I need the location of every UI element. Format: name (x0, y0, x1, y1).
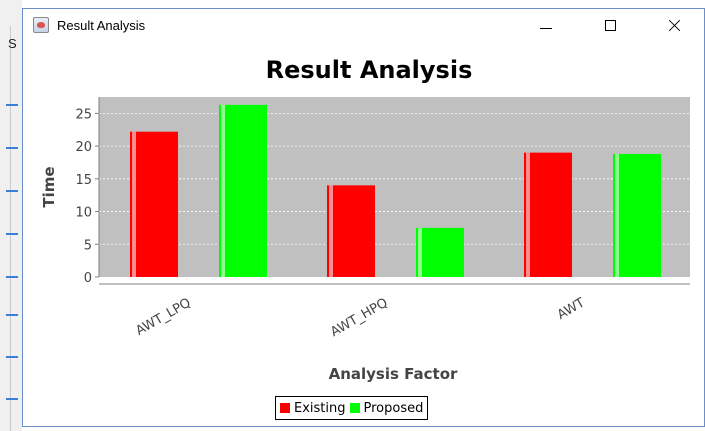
legend-swatch-proposed (349, 403, 360, 413)
background-text: S (8, 36, 17, 51)
y-axis-label: Time (40, 166, 58, 207)
plot-area (99, 97, 690, 277)
bar-highlight (526, 152, 530, 277)
legend: Existing Proposed (275, 396, 429, 420)
x-tick-label: AWT_HPQ (328, 295, 390, 340)
bar-chart: Result Analysis 0 5 10 15 20 25 AWT_LPQ AWT_HP… (40, 56, 690, 383)
bar-proposed-awt_hpq (416, 227, 464, 277)
minimize-button[interactable] (523, 9, 569, 41)
x-tick-label: AWT (555, 295, 588, 323)
background-application: S (0, 0, 22, 431)
y-tick-label: 5 (84, 238, 92, 253)
legend-item-proposed: Proposed (349, 400, 424, 416)
title-bar[interactable]: Result Analysis (23, 9, 704, 41)
bar-existing-awt (524, 152, 572, 277)
bar-proposed-awt (613, 153, 661, 277)
y-axis-ticks: 0 5 10 15 20 25 (75, 107, 99, 286)
background-marker (6, 398, 18, 400)
legend-swatch-existing (280, 403, 290, 413)
background-marker (6, 314, 18, 316)
y-tick-label: 10 (75, 206, 92, 221)
bar-existing-awt_lpq (130, 131, 178, 277)
y-tick-label: 15 (75, 173, 92, 188)
legend-label-existing: Existing (294, 400, 346, 416)
chart-title: Result Analysis (266, 56, 473, 84)
background-marker (6, 276, 18, 278)
background-marker (6, 356, 18, 358)
background-divider (10, 26, 11, 431)
legend-label-proposed: Proposed (363, 400, 424, 416)
bar-existing-awt_hpq (327, 185, 375, 277)
background-marker (6, 233, 18, 235)
y-tick-label: 25 (75, 107, 92, 122)
maximize-button[interactable] (589, 9, 635, 41)
y-tick-label: 20 (75, 140, 92, 155)
x-axis-categories: AWT_LPQ AWT_HPQ AWT (133, 295, 587, 340)
bar-highlight (132, 131, 136, 277)
grid-lines (99, 112, 690, 245)
java-app-icon[interactable] (33, 17, 49, 33)
bar-highlight (418, 227, 422, 277)
background-marker (6, 147, 18, 149)
bar-highlight (329, 185, 333, 277)
x-axis-label: Analysis Factor (329, 365, 458, 383)
x-tick-label: AWT_LPQ (133, 295, 193, 338)
y-tick-label: 0 (84, 271, 92, 286)
bar-highlight (221, 104, 225, 277)
background-marker (6, 104, 18, 106)
bar-highlight (615, 153, 619, 277)
result-analysis-window[interactable]: Result Analysis Result Analysis 0 5 10 15 20… (22, 8, 705, 427)
window-title: Result Analysis (57, 18, 146, 33)
bars-group (130, 104, 661, 277)
legend-item-existing: Existing (280, 401, 346, 416)
background-marker (6, 190, 18, 192)
bar-proposed-awt_lpq (219, 104, 267, 277)
